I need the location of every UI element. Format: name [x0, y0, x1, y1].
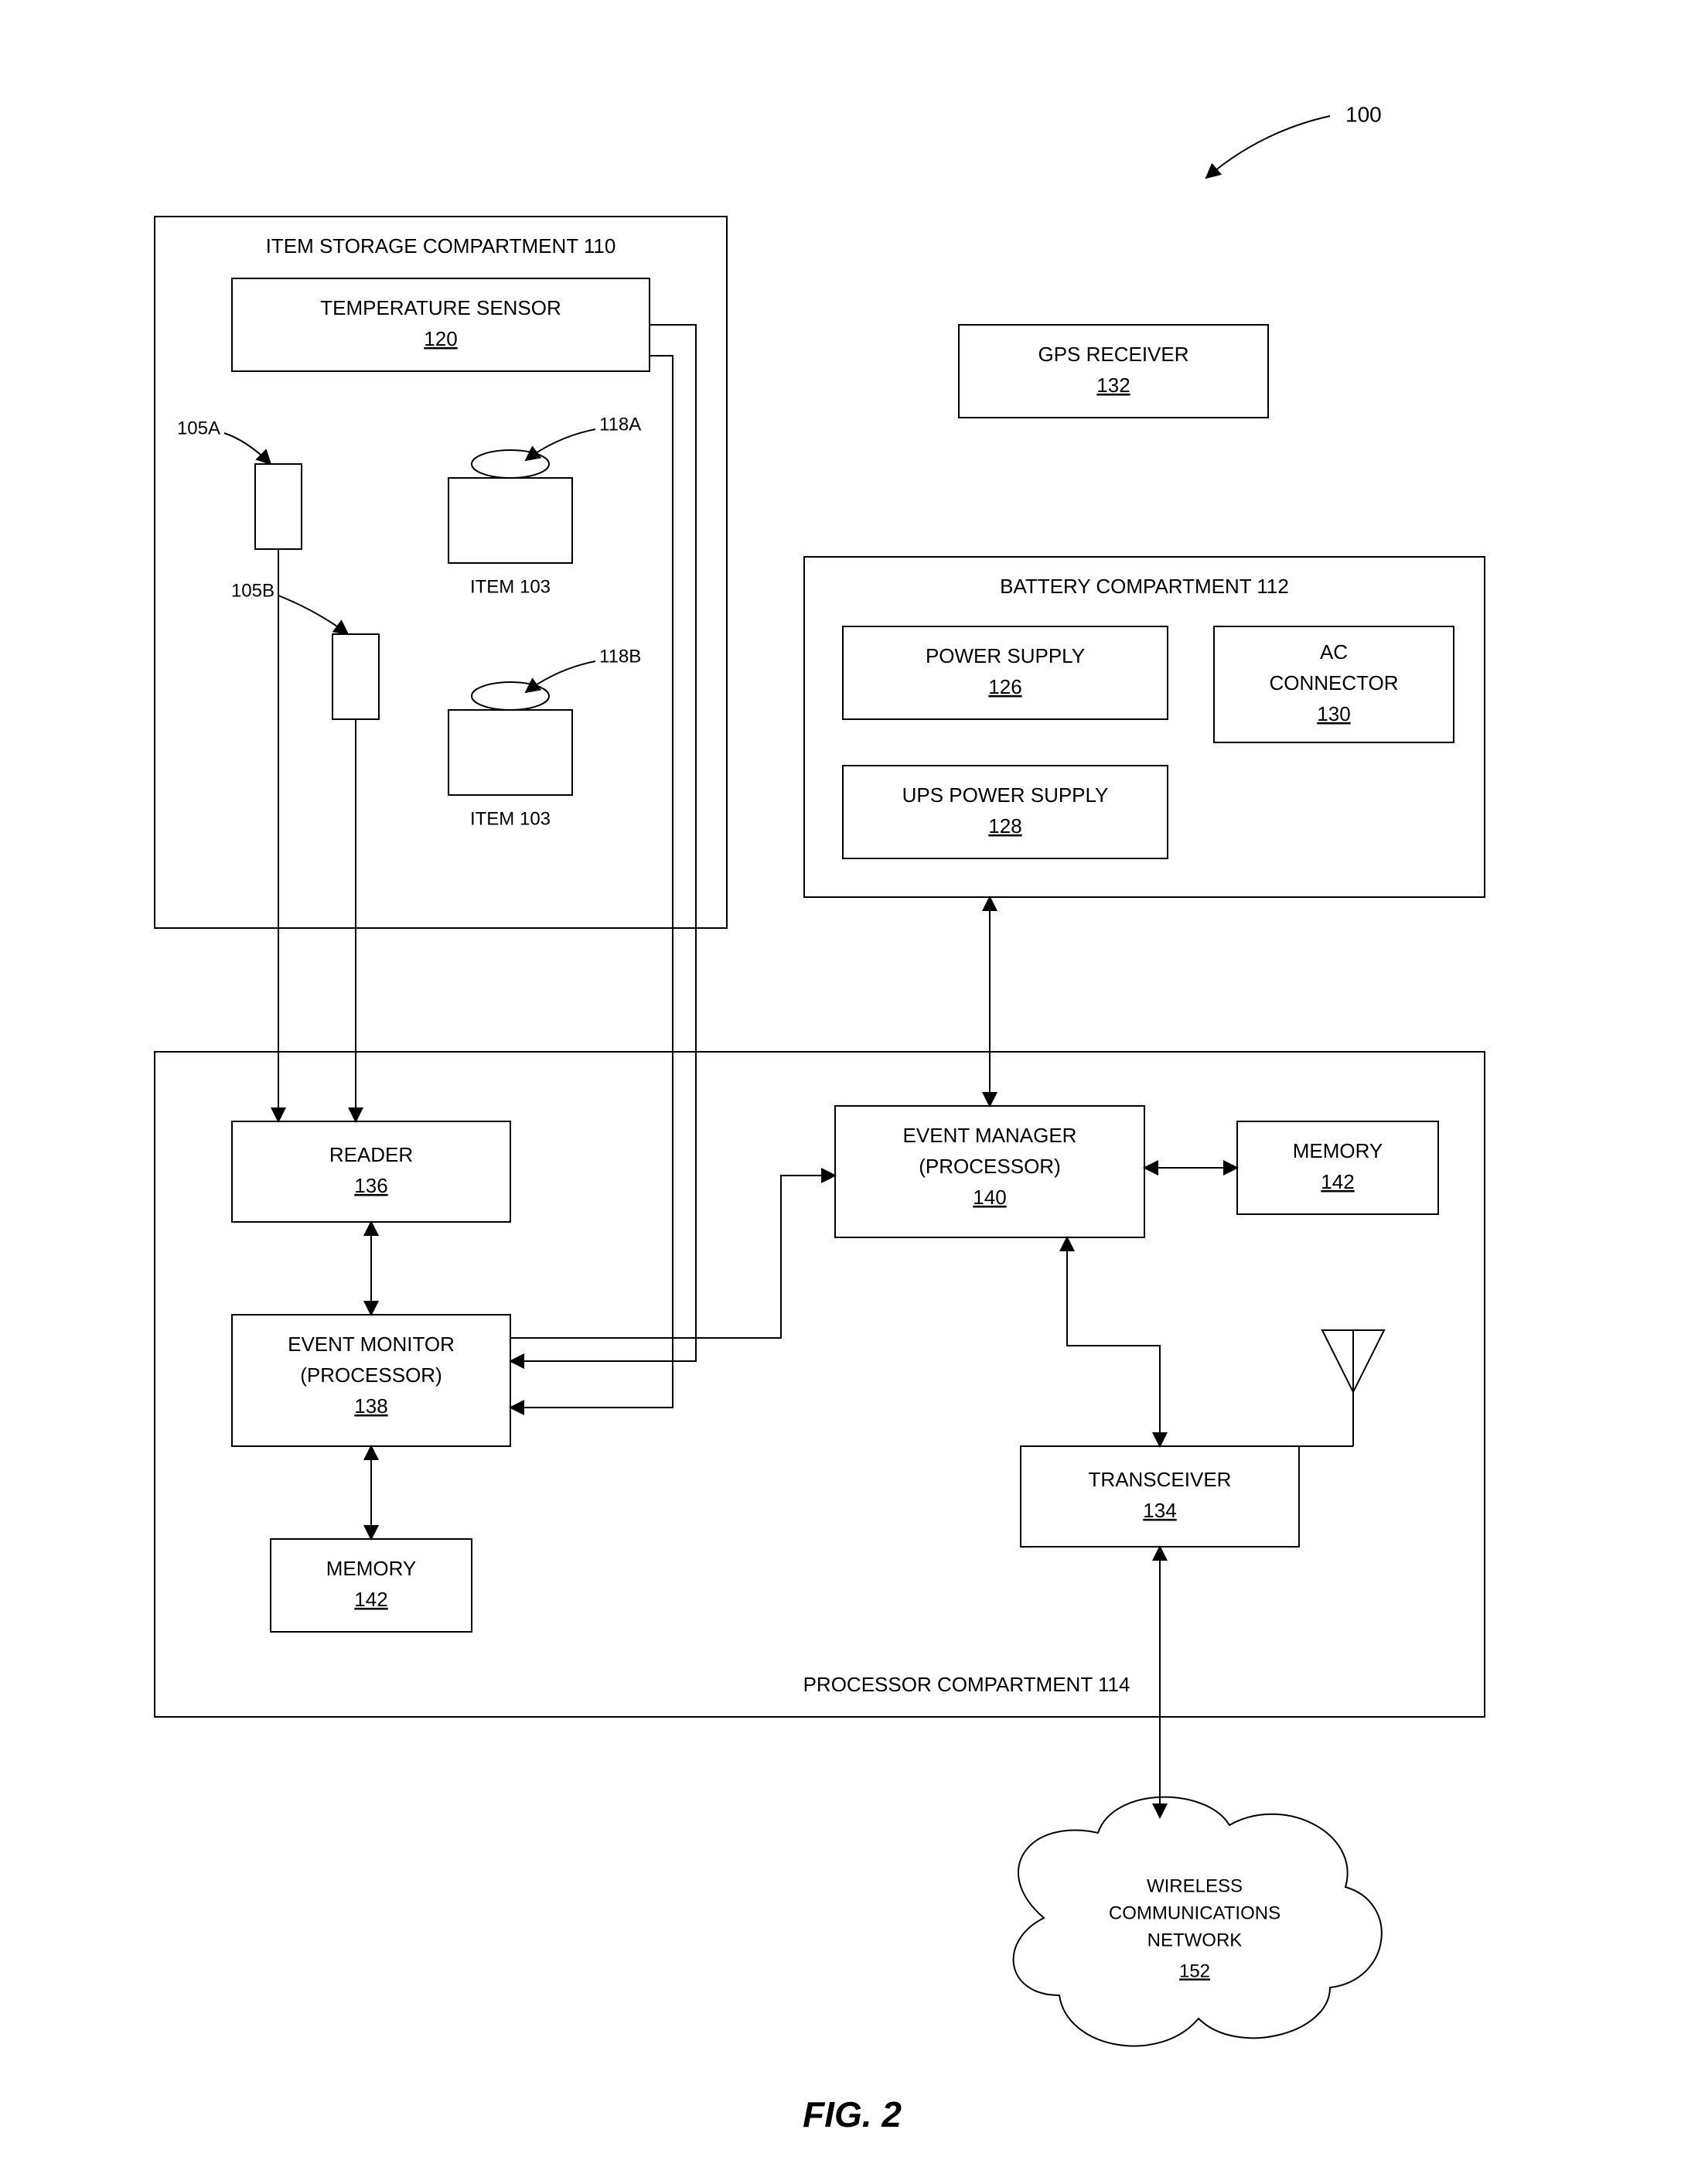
ac-ref: 130 [1317, 702, 1350, 725]
cloud-wireless-network: WIRELESS COMMUNICATIONS NETWORK 152 [1014, 1797, 1382, 2046]
ups-label: UPS POWER SUPPLY [902, 783, 1109, 807]
cloud-l3: NETWORK [1147, 1930, 1243, 1950]
battery-compartment: BATTERY COMPARTMENT 112 POWER SUPPLY 126… [804, 557, 1485, 897]
battery-title: BATTERY COMPARTMENT 112 [1000, 575, 1289, 598]
temperature-sensor-label: TEMPERATURE SENSOR [320, 296, 561, 319]
ac-label2: CONNECTOR [1269, 671, 1398, 694]
event-manager-ref: 140 [973, 1186, 1006, 1209]
label-105a: 105A [177, 418, 220, 439]
cloud-l1: WIRELESS [1147, 1875, 1243, 1896]
event-monitor-l1: EVENT MONITOR [288, 1333, 455, 1356]
processor-compartment: PROCESSOR COMPARTMENT 114 READER 136 EVE… [155, 1052, 1485, 1717]
ac-label1: AC [1320, 640, 1348, 664]
power-supply-ref: 126 [988, 675, 1021, 698]
memory-right-label: MEMORY [1293, 1139, 1383, 1162]
item-b-label: ITEM 103 [470, 808, 551, 829]
power-supply-label: POWER SUPPLY [926, 644, 1085, 667]
ac-connector-block: AC CONNECTOR 130 [1214, 626, 1454, 742]
event-monitor-ref: 138 [354, 1394, 387, 1418]
event-manager-l1: EVENT MANAGER [903, 1124, 1077, 1147]
memory-left-label: MEMORY [326, 1557, 417, 1580]
temperature-sensor-block: TEMPERATURE SENSOR 120 [232, 278, 650, 371]
diagram-root: 100 ITEM STORAGE COMPARTMENT 110 TEMPERA… [0, 0, 1705, 2184]
figure-label: FIG. 2 [803, 2094, 902, 2135]
gps-ref: 132 [1096, 374, 1130, 397]
temperature-sensor-ref: 120 [424, 327, 457, 350]
memory-right-block: MEMORY 142 [1237, 1121, 1438, 1214]
memory-left-ref: 142 [354, 1588, 387, 1611]
transceiver-ref: 134 [1143, 1499, 1176, 1522]
gps-receiver-block: GPS RECEIVER 132 [959, 325, 1268, 418]
processor-title: PROCESSOR COMPARTMENT 114 [803, 1673, 1130, 1696]
ref-100-pointer: 100 [1206, 102, 1382, 178]
cloud-ref: 152 [1179, 1960, 1210, 1981]
ups-ref: 128 [988, 814, 1021, 838]
event-monitor-l2: (PROCESSOR) [300, 1363, 442, 1387]
ups-block: UPS POWER SUPPLY 128 [843, 766, 1168, 858]
transceiver-label: TRANSCEIVER [1089, 1468, 1232, 1491]
reader-label: READER [329, 1143, 413, 1166]
item-a-label: ITEM 103 [470, 576, 551, 597]
cloud-l2: COMMUNICATIONS [1109, 1902, 1280, 1923]
label-118a: 118A [599, 414, 641, 435]
ref-100-label: 100 [1345, 102, 1382, 126]
event-manager-block: EVENT MANAGER (PROCESSOR) 140 [835, 1106, 1144, 1237]
memory-right-ref: 142 [1321, 1170, 1354, 1193]
reader-block: READER 136 [232, 1121, 510, 1222]
label-118b: 118B [599, 646, 641, 667]
label-105b: 105B [231, 580, 275, 601]
memory-left-block: MEMORY 142 [271, 1539, 472, 1632]
reader-ref: 136 [354, 1174, 387, 1197]
event-monitor-block: EVENT MONITOR (PROCESSOR) 138 [232, 1315, 510, 1446]
event-manager-l2: (PROCESSOR) [919, 1155, 1060, 1178]
gps-label: GPS RECEIVER [1038, 343, 1188, 366]
item-storage-compartment: ITEM STORAGE COMPARTMENT 110 TEMPERATURE… [155, 217, 727, 928]
power-supply-block: POWER SUPPLY 126 [843, 626, 1168, 719]
item-storage-title: ITEM STORAGE COMPARTMENT 110 [266, 234, 616, 258]
transceiver-block: TRANSCEIVER 134 [1021, 1446, 1299, 1547]
